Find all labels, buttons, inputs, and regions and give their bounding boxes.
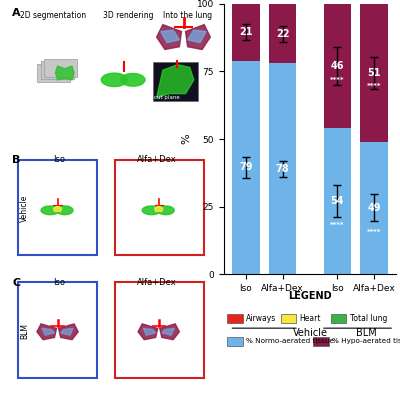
Text: BLM: BLM: [356, 328, 377, 338]
Text: A: A: [12, 8, 21, 18]
Text: 21: 21: [239, 27, 253, 37]
FancyBboxPatch shape: [227, 314, 243, 323]
Text: LEGEND: LEGEND: [288, 291, 332, 301]
Polygon shape: [101, 73, 127, 87]
Text: Alfa+Dex: Alfa+Dex: [137, 155, 176, 164]
FancyBboxPatch shape: [227, 337, 243, 346]
FancyBboxPatch shape: [115, 160, 204, 256]
FancyBboxPatch shape: [115, 282, 204, 378]
Bar: [324, 128, 351, 274]
Polygon shape: [154, 206, 163, 211]
Polygon shape: [157, 65, 194, 98]
Text: C: C: [12, 278, 20, 288]
Bar: [269, 63, 296, 274]
Polygon shape: [143, 328, 156, 335]
Polygon shape: [56, 66, 74, 80]
Text: 51: 51: [367, 68, 381, 78]
Text: 79: 79: [239, 162, 253, 172]
Text: Iso: Iso: [54, 155, 66, 164]
FancyBboxPatch shape: [37, 64, 70, 82]
Polygon shape: [121, 73, 145, 86]
Polygon shape: [56, 206, 73, 214]
Text: 54: 54: [331, 196, 344, 206]
Text: 78: 78: [276, 164, 289, 174]
Text: BLM: BLM: [20, 323, 29, 339]
Text: Vehicle: Vehicle: [20, 194, 29, 222]
Bar: [269, 4, 296, 63]
Polygon shape: [161, 30, 179, 43]
Polygon shape: [188, 30, 206, 43]
Text: 3D rendering: 3D rendering: [102, 11, 153, 20]
Polygon shape: [61, 328, 73, 335]
Text: Heart: Heart: [300, 314, 321, 324]
Y-axis label: %: %: [182, 134, 192, 144]
Text: 22: 22: [276, 29, 289, 39]
Text: % Hypo-aerated tissue: % Hypo-aerated tissue: [332, 339, 400, 344]
Text: Vehicle: Vehicle: [292, 328, 328, 338]
Polygon shape: [158, 206, 174, 214]
FancyBboxPatch shape: [281, 314, 296, 323]
FancyBboxPatch shape: [152, 62, 198, 101]
Text: 2D segmentation: 2D segmentation: [20, 11, 86, 20]
Bar: [232, 4, 260, 61]
Text: Total lung: Total lung: [350, 314, 387, 324]
Text: Airways: Airways: [246, 314, 276, 324]
Polygon shape: [41, 206, 60, 214]
Text: ****: ****: [367, 83, 381, 89]
Text: Into the lung: Into the lung: [163, 11, 212, 20]
Polygon shape: [42, 328, 54, 335]
FancyBboxPatch shape: [44, 59, 77, 77]
Text: % Normo-aerated tissue: % Normo-aerated tissue: [246, 339, 334, 344]
Polygon shape: [157, 24, 182, 49]
Text: B: B: [12, 155, 20, 165]
Text: ****: ****: [330, 77, 345, 83]
Text: ****: ****: [367, 229, 381, 235]
Polygon shape: [54, 206, 62, 211]
Bar: [360, 4, 388, 142]
Polygon shape: [186, 24, 210, 49]
Polygon shape: [162, 328, 174, 335]
Text: 49: 49: [367, 203, 381, 213]
Text: Alfa+Dex: Alfa+Dex: [137, 278, 176, 287]
Text: 46: 46: [331, 61, 344, 71]
Bar: [360, 142, 388, 274]
Text: ****: ****: [330, 222, 345, 228]
Polygon shape: [138, 324, 158, 340]
Polygon shape: [58, 324, 78, 340]
Bar: [324, 4, 351, 128]
FancyBboxPatch shape: [331, 314, 346, 323]
Polygon shape: [142, 206, 161, 214]
FancyBboxPatch shape: [314, 337, 329, 346]
Text: Iso: Iso: [54, 278, 66, 287]
FancyBboxPatch shape: [41, 62, 74, 79]
Polygon shape: [160, 324, 179, 340]
Text: cut plane: cut plane: [154, 96, 179, 100]
FancyBboxPatch shape: [18, 160, 97, 256]
Polygon shape: [37, 324, 56, 340]
Bar: [232, 61, 260, 274]
FancyBboxPatch shape: [18, 282, 97, 378]
